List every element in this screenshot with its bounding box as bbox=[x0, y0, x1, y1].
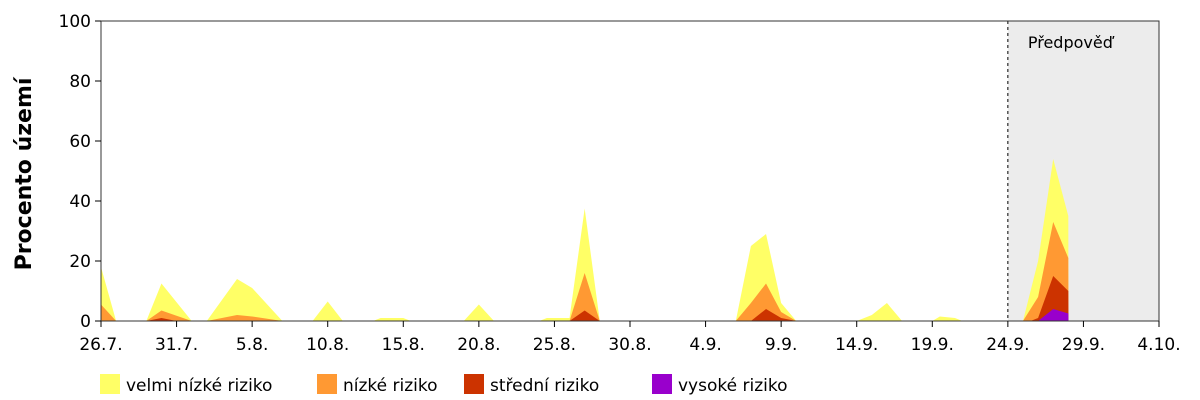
x-tick-label: 29.9. bbox=[1062, 335, 1105, 355]
area-series-2 bbox=[101, 222, 1069, 321]
legend-label-4: vysoké riziko bbox=[678, 376, 787, 396]
y-tick-label: 20 bbox=[69, 252, 91, 272]
x-axis: 26.7. 31.7. 5.8. 10.8. 15.8. 20.8. 25.8. 30.8. 4… bbox=[79, 321, 1181, 355]
legend-swatch-2 bbox=[317, 374, 337, 394]
legend-label-2: nízké riziko bbox=[343, 376, 438, 396]
x-tick-label: 24.9. bbox=[986, 335, 1029, 355]
area-series-group bbox=[101, 159, 1069, 321]
x-tick-label: 31.7. bbox=[155, 335, 198, 355]
x-tick-label: 19.9. bbox=[911, 335, 954, 355]
area-series-1 bbox=[101, 159, 1069, 321]
legend-swatch-4 bbox=[652, 374, 672, 394]
x-tick-label: 4.9. bbox=[689, 335, 721, 355]
area-series-3 bbox=[146, 276, 1069, 321]
y-tick-label: 60 bbox=[69, 132, 91, 152]
y-axis: 0 20 40 60 80 100 bbox=[59, 12, 101, 332]
y-tick-label: 40 bbox=[69, 192, 91, 212]
plot-frame bbox=[100, 20, 1160, 322]
x-tick-label: 30.8. bbox=[608, 335, 651, 355]
x-tick-label: 9.9. bbox=[765, 335, 797, 355]
x-tick-label: 10.8. bbox=[306, 335, 349, 355]
y-tick-label: 0 bbox=[80, 312, 91, 332]
area-series-4 bbox=[1038, 309, 1069, 321]
x-tick-label: 20.8. bbox=[457, 335, 500, 355]
x-tick-label: 25.8. bbox=[533, 335, 576, 355]
forecast-region bbox=[1007, 21, 1159, 321]
legend-swatch-3 bbox=[464, 374, 484, 394]
x-tick-label: 4.10. bbox=[1137, 335, 1180, 355]
forecast-label: Předpověď bbox=[1028, 33, 1115, 52]
legend-label-3: střední riziko bbox=[490, 376, 599, 396]
legend: velmi nízké riziko nízké riziko střední ri… bbox=[100, 374, 787, 396]
legend-swatch-1 bbox=[100, 374, 120, 394]
x-tick-label: 26.7. bbox=[79, 335, 122, 355]
legend-label-1: velmi nízké riziko bbox=[126, 376, 272, 396]
y-tick-label: 100 bbox=[59, 12, 91, 32]
forecast-background bbox=[1007, 21, 1159, 321]
y-tick-label: 80 bbox=[69, 72, 91, 92]
plot-border bbox=[100, 20, 1160, 322]
x-tick-label: 14.9. bbox=[835, 335, 878, 355]
x-tick-label: 5.8. bbox=[236, 335, 268, 355]
x-tick-label: 15.8. bbox=[382, 335, 425, 355]
y-axis-label: Procento území bbox=[12, 76, 37, 270]
